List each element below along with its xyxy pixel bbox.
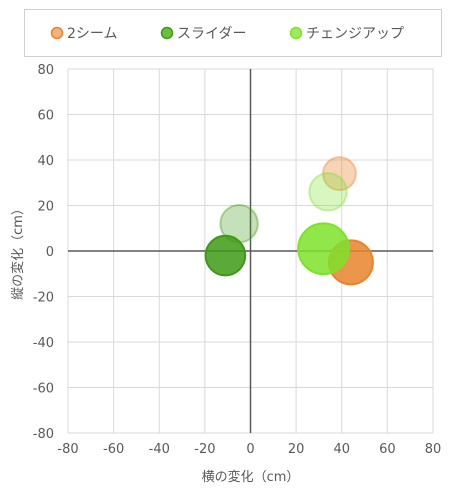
bubble-2-1 — [297, 222, 350, 276]
legend-label: チェンジアップ — [306, 26, 404, 42]
y-tick-label: 80 — [37, 63, 54, 78]
y-axis-title: 縦の変化（cm） — [10, 202, 26, 300]
y-tick-label: 40 — [37, 154, 54, 169]
x-tick-label: 40 — [333, 442, 350, 457]
legend-label: 2シーム — [67, 26, 118, 42]
y-tick-label: 20 — [37, 200, 54, 215]
y-tick-label: -40 — [33, 336, 54, 351]
x-axis-title: 横の変化（cm） — [202, 469, 300, 485]
legend-marker — [50, 26, 64, 40]
x-tick-label: 60 — [379, 442, 396, 457]
legend — [24, 9, 442, 57]
y-tick-label: -80 — [33, 427, 54, 442]
y-tick-label: -20 — [33, 291, 54, 306]
y-tick-label: 0 — [46, 245, 54, 260]
x-tick-label: -80 — [57, 442, 78, 457]
x-tick-label: 80 — [425, 442, 442, 457]
x-tick-label: 0 — [246, 442, 254, 457]
bubble-0-0 — [321, 156, 357, 192]
legend-marker — [289, 26, 303, 40]
legend-marker — [160, 26, 174, 40]
x-tick-label: 20 — [288, 442, 305, 457]
y-tick-label: -60 — [33, 382, 54, 397]
y-tick-label: 60 — [37, 109, 54, 124]
x-tick-label: -40 — [149, 442, 170, 457]
x-tick-label: -60 — [103, 442, 124, 457]
x-tick-label: -20 — [194, 442, 215, 457]
bubble-1-1 — [204, 234, 247, 277]
legend-label: スライダー — [177, 26, 246, 42]
bubble-2-0 — [308, 172, 348, 212]
